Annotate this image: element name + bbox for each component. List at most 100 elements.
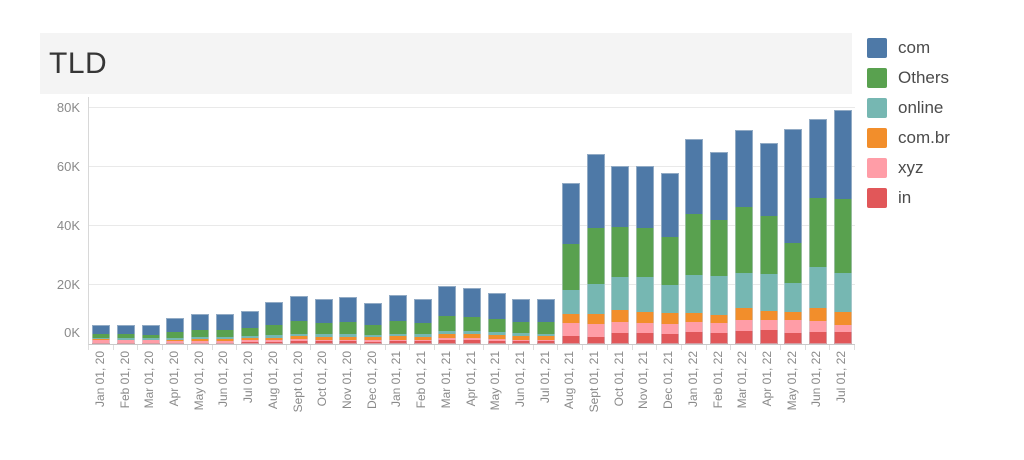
- bar-segment-com.br[interactable]: [265, 337, 284, 340]
- bar-segment-com.br[interactable]: [660, 313, 679, 325]
- bar-segment-in[interactable]: [462, 340, 481, 344]
- bar-segment-online[interactable]: [734, 272, 753, 309]
- bar-segment-online[interactable]: [265, 335, 284, 338]
- bar-Nov 01, 21[interactable]: [635, 166, 654, 344]
- bar-segment-Others[interactable]: [512, 322, 531, 334]
- bar-Jun 01, 20[interactable]: [215, 314, 234, 344]
- bar-segment-com.br[interactable]: [290, 336, 309, 340]
- bar-segment-in[interactable]: [438, 340, 457, 344]
- bar-segment-in[interactable]: [413, 341, 432, 344]
- bar-segment-in[interactable]: [215, 342, 234, 344]
- bar-Aug 01, 21[interactable]: [561, 182, 580, 344]
- bar-segment-xyz[interactable]: [611, 321, 630, 333]
- bar-segment-com[interactable]: [462, 288, 481, 318]
- bar-segment-com.br[interactable]: [92, 339, 111, 341]
- bar-segment-online[interactable]: [388, 333, 407, 337]
- bar-segment-com.br[interactable]: [462, 334, 481, 339]
- bar-segment-online[interactable]: [833, 272, 852, 312]
- bar-Oct 01, 21[interactable]: [611, 166, 630, 344]
- bar-segment-com[interactable]: [660, 172, 679, 237]
- bar-segment-Others[interactable]: [215, 329, 234, 337]
- bar-segment-online[interactable]: [808, 266, 827, 308]
- bar-segment-online[interactable]: [191, 336, 210, 339]
- bar-segment-Others[interactable]: [339, 321, 358, 335]
- bar-segment-xyz[interactable]: [438, 337, 457, 341]
- bar-segment-xyz[interactable]: [191, 341, 210, 343]
- bar-segment-com.br[interactable]: [784, 311, 803, 321]
- bar-segment-com[interactable]: [537, 299, 556, 323]
- bar-segment-com.br[interactable]: [388, 336, 407, 340]
- bar-segment-online[interactable]: [438, 330, 457, 334]
- bar-segment-Others[interactable]: [240, 327, 259, 336]
- bar-segment-com.br[interactable]: [808, 307, 827, 321]
- bar-segment-com[interactable]: [265, 302, 284, 325]
- legend-item-com[interactable]: com: [867, 38, 950, 58]
- bar-segment-xyz[interactable]: [117, 340, 136, 343]
- bar-segment-in[interactable]: [314, 341, 333, 344]
- bar-segment-online[interactable]: [117, 338, 136, 340]
- bar-segment-Others[interactable]: [561, 244, 580, 291]
- bar-segment-Others[interactable]: [685, 214, 704, 275]
- bar-segment-com[interactable]: [710, 151, 729, 221]
- bar-segment-in[interactable]: [141, 342, 160, 344]
- bar-segment-in[interactable]: [759, 330, 778, 344]
- bar-segment-in[interactable]: [784, 333, 803, 344]
- bar-segment-in[interactable]: [290, 341, 309, 344]
- bar-segment-in[interactable]: [191, 342, 210, 344]
- bar-Jan 01, 22[interactable]: [685, 138, 704, 344]
- bar-Apr 01, 20[interactable]: [166, 318, 185, 344]
- bar-segment-com.br[interactable]: [561, 314, 580, 324]
- bar-segment-com[interactable]: [808, 119, 827, 199]
- bar-segment-in[interactable]: [833, 332, 852, 344]
- bar-segment-Others[interactable]: [364, 324, 383, 335]
- bar-segment-online[interactable]: [339, 334, 358, 337]
- bar-segment-Others[interactable]: [611, 226, 630, 277]
- bar-May 01, 20[interactable]: [191, 314, 210, 344]
- bar-segment-online[interactable]: [537, 333, 556, 337]
- bar-segment-com[interactable]: [339, 297, 358, 322]
- bar-segment-online[interactable]: [685, 274, 704, 313]
- bar-segment-in[interactable]: [117, 342, 136, 344]
- bar-segment-com.br[interactable]: [364, 337, 383, 340]
- bar-segment-com.br[interactable]: [438, 333, 457, 338]
- bar-segment-in[interactable]: [611, 332, 630, 344]
- bar-Aug 01, 20[interactable]: [265, 302, 284, 344]
- bar-Sept 01, 21[interactable]: [586, 154, 605, 344]
- bar-Jul 01, 22[interactable]: [833, 110, 852, 344]
- legend-item-online[interactable]: online: [867, 98, 950, 118]
- bar-segment-Others[interactable]: [635, 228, 654, 277]
- bar-segment-xyz[interactable]: [586, 323, 605, 337]
- bar-segment-online[interactable]: [92, 337, 111, 340]
- bar-segment-online[interactable]: [215, 336, 234, 339]
- bar-segment-online[interactable]: [512, 333, 531, 337]
- bar-segment-in[interactable]: [561, 336, 580, 344]
- bar-segment-xyz[interactable]: [290, 339, 309, 342]
- bar-segment-xyz[interactable]: [685, 321, 704, 333]
- bar-segment-Others[interactable]: [808, 198, 827, 267]
- bar-segment-Others[interactable]: [710, 220, 729, 276]
- bar-segment-xyz[interactable]: [364, 339, 383, 342]
- bar-Feb 01, 20[interactable]: [117, 324, 136, 344]
- bar-segment-Others[interactable]: [388, 321, 407, 334]
- bar-segment-in[interactable]: [635, 333, 654, 344]
- bar-segment-com.br[interactable]: [339, 336, 358, 340]
- bar-segment-com.br[interactable]: [710, 315, 729, 324]
- bar-segment-in[interactable]: [166, 342, 185, 344]
- bar-segment-online[interactable]: [784, 283, 803, 312]
- bar-segment-xyz[interactable]: [537, 339, 556, 342]
- bar-segment-com[interactable]: [635, 166, 654, 229]
- bar-segment-Others[interactable]: [784, 242, 803, 284]
- bar-segment-Others[interactable]: [660, 236, 679, 285]
- bar-segment-xyz[interactable]: [561, 323, 580, 337]
- bar-segment-com.br[interactable]: [314, 336, 333, 340]
- bar-segment-xyz[interactable]: [166, 341, 185, 343]
- bar-segment-Others[interactable]: [413, 322, 432, 335]
- bar-segment-com[interactable]: [734, 130, 753, 208]
- bar-segment-Others[interactable]: [438, 316, 457, 331]
- bar-segment-in[interactable]: [388, 341, 407, 344]
- bar-segment-Others[interactable]: [314, 322, 333, 335]
- bar-segment-com[interactable]: [166, 318, 185, 332]
- bar-segment-com[interactable]: [833, 110, 852, 200]
- bar-segment-xyz[interactable]: [808, 321, 827, 332]
- bar-segment-Others[interactable]: [462, 317, 481, 332]
